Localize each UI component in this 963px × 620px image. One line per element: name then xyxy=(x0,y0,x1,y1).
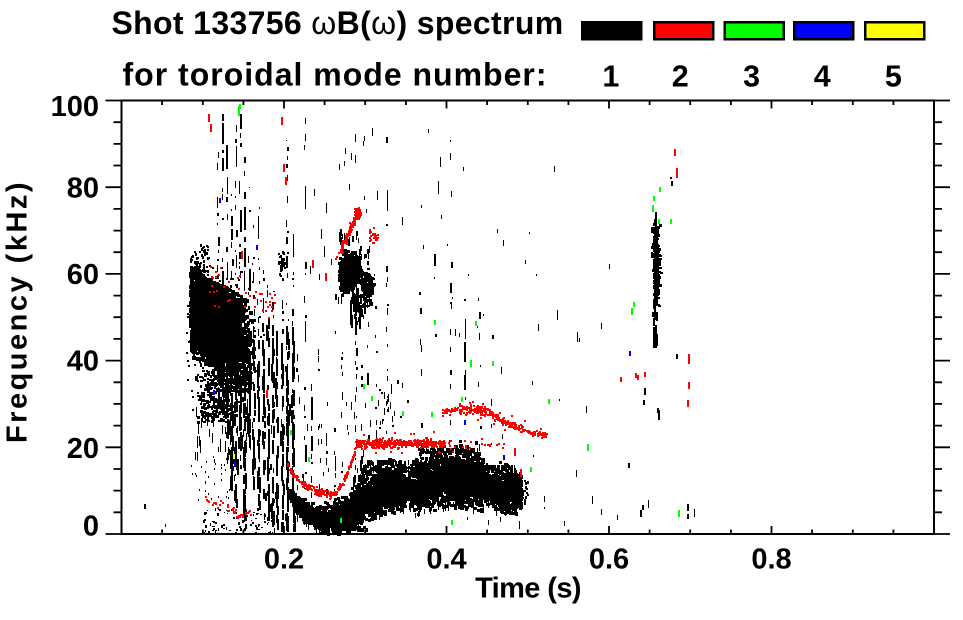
svg-text:Time (s): Time (s) xyxy=(475,573,581,605)
svg-text:80: 80 xyxy=(67,173,99,205)
svg-text:1: 1 xyxy=(602,60,619,94)
svg-text:for toroidal mode number:: for toroidal mode number: xyxy=(123,56,548,92)
svg-text:Frequency (kHz): Frequency (kHz) xyxy=(2,180,34,443)
svg-text:100: 100 xyxy=(51,91,99,123)
svg-text:3: 3 xyxy=(743,60,760,94)
svg-text:Shot 133756 ωB(ω) spectrum: Shot 133756 ωB(ω) spectrum xyxy=(111,5,563,41)
svg-text:0.2: 0.2 xyxy=(264,544,304,576)
svg-text:0.4: 0.4 xyxy=(426,544,466,576)
svg-text:0.6: 0.6 xyxy=(589,544,629,576)
svg-text:5: 5 xyxy=(885,60,902,94)
svg-text:60: 60 xyxy=(67,259,99,291)
svg-text:0: 0 xyxy=(83,510,99,542)
svg-text:0.8: 0.8 xyxy=(751,544,791,576)
svg-text:4: 4 xyxy=(814,60,831,94)
svg-text:20: 20 xyxy=(67,433,99,465)
svg-text:2: 2 xyxy=(672,60,689,94)
svg-text:40: 40 xyxy=(67,346,99,378)
